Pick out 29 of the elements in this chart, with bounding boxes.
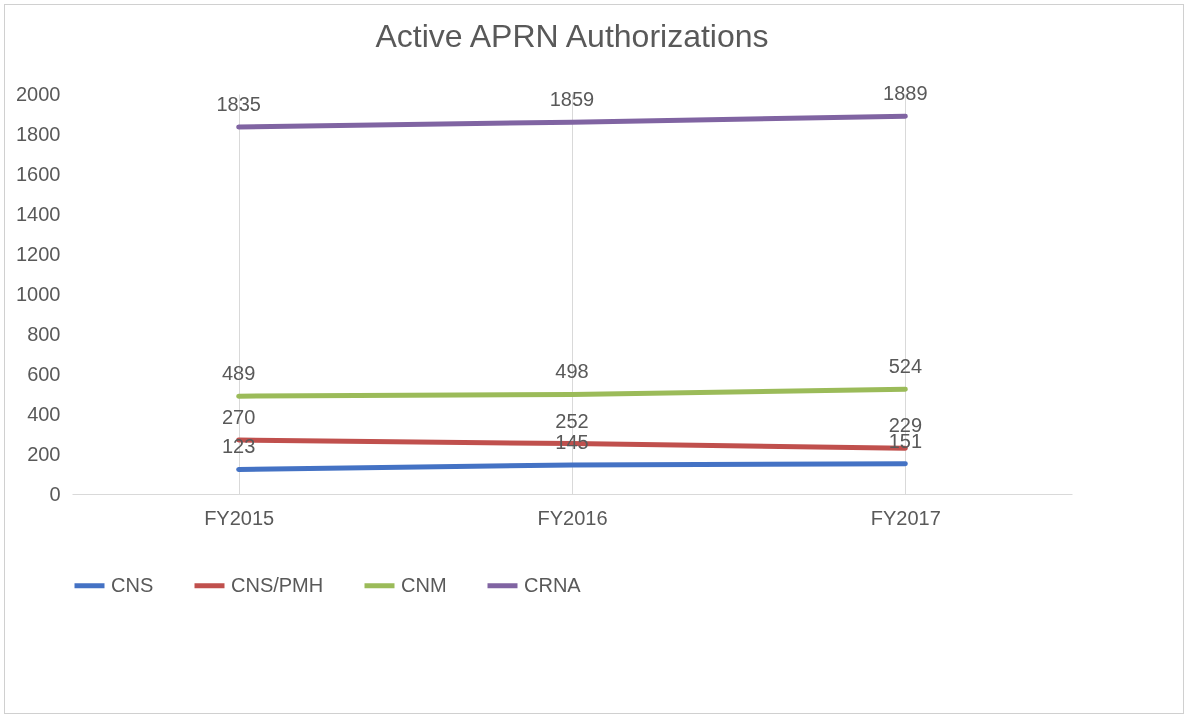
data-label: 489: [221, 362, 256, 385]
data-label: 1859: [549, 88, 595, 111]
chart-title: Active APRN Authorizations: [375, 18, 769, 54]
x-tick-label: FY2016: [537, 506, 608, 529]
y-tick-label: 1000: [16, 282, 61, 305]
y-tick-label: 2000: [16, 82, 61, 105]
y-tick-label: 1600: [16, 162, 61, 185]
legend-label: CNS/PMH: [231, 573, 324, 596]
data-label: 1835: [216, 93, 261, 115]
data-label: 145: [555, 431, 589, 453]
x-tick-label: FY2017: [870, 506, 941, 529]
data-label: 270: [221, 406, 256, 428]
data-label: 123: [221, 435, 256, 458]
legend-label: CNM: [401, 573, 447, 596]
legend-label: CRNA: [524, 573, 582, 596]
data-label: 252: [555, 409, 589, 432]
data-label: 1889: [883, 82, 928, 105]
legend-label: CNS: [111, 573, 154, 596]
y-tick-label: 0: [49, 482, 61, 505]
y-tick-label: 1800: [16, 122, 61, 145]
y-tick-label: 400: [27, 402, 61, 425]
y-tick-label: 1400: [16, 202, 61, 225]
y-tick-label: 600: [27, 362, 61, 385]
y-tick-label: 1200: [16, 242, 61, 265]
data-label: 498: [555, 360, 589, 383]
x-tick-label: FY2015: [204, 506, 275, 529]
y-tick-label: 800: [27, 322, 61, 345]
data-label: 524: [888, 355, 923, 378]
y-tick-label: 200: [27, 442, 61, 465]
